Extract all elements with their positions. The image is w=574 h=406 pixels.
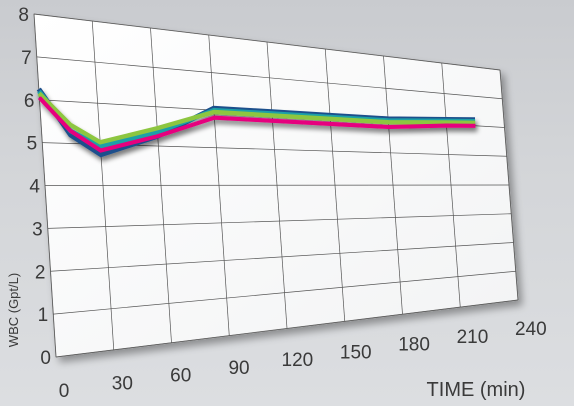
x-tick-label: 0 xyxy=(59,381,70,402)
grid-line-y xyxy=(36,56,503,100)
y-tick-label: 0 xyxy=(40,348,51,369)
x-tick-label: 240 xyxy=(515,319,547,340)
grid-line-y xyxy=(55,299,519,358)
grid-line-y xyxy=(33,13,501,71)
tick-labels: 0 1 2 3 4 5 6 7 8 0 30 60 90 120 150 180 210 240 xyxy=(18,5,546,402)
grid-line-y xyxy=(53,270,516,315)
grid-line-y xyxy=(47,213,512,229)
grid-line-y xyxy=(50,242,514,272)
y-tick-label: 8 xyxy=(18,5,29,26)
grid-line-y xyxy=(44,184,510,186)
y-tick-label: 3 xyxy=(32,219,43,240)
y-tick-label: 1 xyxy=(38,305,49,326)
y-axis-title: WBC (Gpt/L) xyxy=(6,273,21,347)
x-tick-label: 120 xyxy=(282,350,314,371)
y-tick-label: 4 xyxy=(29,177,40,198)
x-tick-label: 30 xyxy=(112,373,133,394)
x-axis-title: TIME (min) xyxy=(427,379,526,401)
x-tick-label: 60 xyxy=(170,366,191,387)
x-tick-label: 90 xyxy=(228,358,249,379)
y-tick-label: 7 xyxy=(21,48,32,69)
y-tick-label: 5 xyxy=(27,134,38,155)
y-tick-label: 6 xyxy=(24,91,35,112)
x-tick-label: 150 xyxy=(340,342,372,363)
series-line xyxy=(37,96,476,153)
x-tick-label: 210 xyxy=(457,327,489,348)
grid xyxy=(33,13,519,358)
series-line xyxy=(37,91,476,145)
x-tick-label: 180 xyxy=(398,335,430,356)
series-lines xyxy=(36,87,476,158)
y-tick-label: 2 xyxy=(35,262,46,283)
